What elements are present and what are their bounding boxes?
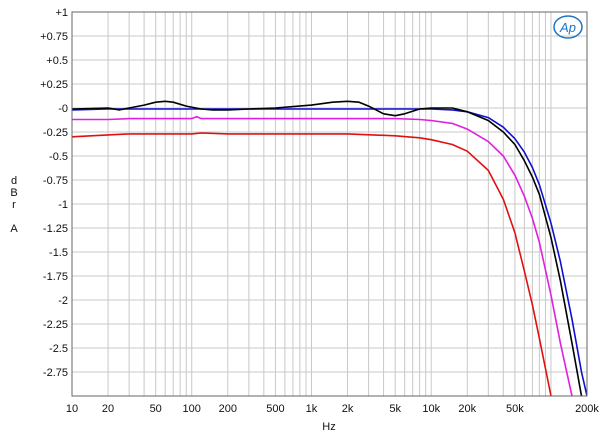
ap-logo-text: Ap — [559, 20, 576, 35]
y-axis-label-letter: B — [10, 187, 17, 199]
y-tick-label: -0.5 — [49, 151, 68, 163]
y-tick-label: +0.5 — [46, 55, 68, 67]
x-tick-label: 10 — [66, 403, 78, 415]
x-tick-label: 5k — [389, 403, 401, 415]
x-tick-label: 20 — [102, 403, 114, 415]
y-tick-labels: +1 +0.75 +0.5 +0.25 -0 -0.25 -0.5 -0.75 -1 -1.25 -… — [40, 7, 68, 379]
ap-logo-ring — [553, 15, 583, 39]
y-tick-label: +1 — [55, 7, 68, 19]
y-tick-label: -2.5 — [49, 343, 68, 355]
x-tick-label: 100 — [183, 403, 201, 415]
series-line-4 — [72, 132, 552, 396]
series-line-2 — [72, 100, 583, 396]
x-tick-label: 1k — [306, 403, 318, 415]
y-tick-label: -1.5 — [49, 247, 68, 259]
y-tick-label: -0.25 — [43, 127, 68, 139]
ap-logo: Ap — [553, 15, 583, 39]
y-tick-label: -1.75 — [43, 271, 68, 283]
y-tick-label: -2 — [58, 295, 68, 307]
y-tick-label: +0.25 — [40, 79, 68, 91]
series-line-3 — [72, 115, 573, 396]
x-axis-label: Hz — [322, 421, 335, 433]
x-tick-label: 200k — [575, 403, 599, 415]
y-tick-label: -1.25 — [43, 223, 68, 235]
y-tick-label: -1 — [58, 199, 68, 211]
x-tick-label: 50k — [506, 403, 524, 415]
plot-frame — [71, 11, 588, 397]
x-tick-label: 200 — [219, 403, 237, 415]
x-tick-label: 2k — [342, 403, 354, 415]
grid — [72, 12, 587, 396]
y-axis-label-letter: A — [10, 223, 18, 235]
y-tick-label: -2.75 — [43, 367, 68, 379]
x-tick-label: 10k — [422, 403, 440, 415]
y-tick-label: -2.25 — [43, 319, 68, 331]
x-tick-labels: 10 20 50 100 200 500 1k 2k 5k 10k 20k 50k 200k — [66, 403, 600, 415]
x-tick-label: 20k — [458, 403, 476, 415]
y-tick-label: -0.75 — [43, 175, 68, 187]
y-axis-label-letter: r — [12, 199, 16, 211]
x-tick-label: 50 — [150, 403, 162, 415]
series-layer — [72, 100, 587, 396]
y-tick-label: -0 — [58, 103, 68, 115]
x-tick-label: 500 — [266, 403, 284, 415]
y-tick-label: +0.75 — [40, 31, 68, 43]
y-axis-label-letter: d — [11, 175, 17, 187]
